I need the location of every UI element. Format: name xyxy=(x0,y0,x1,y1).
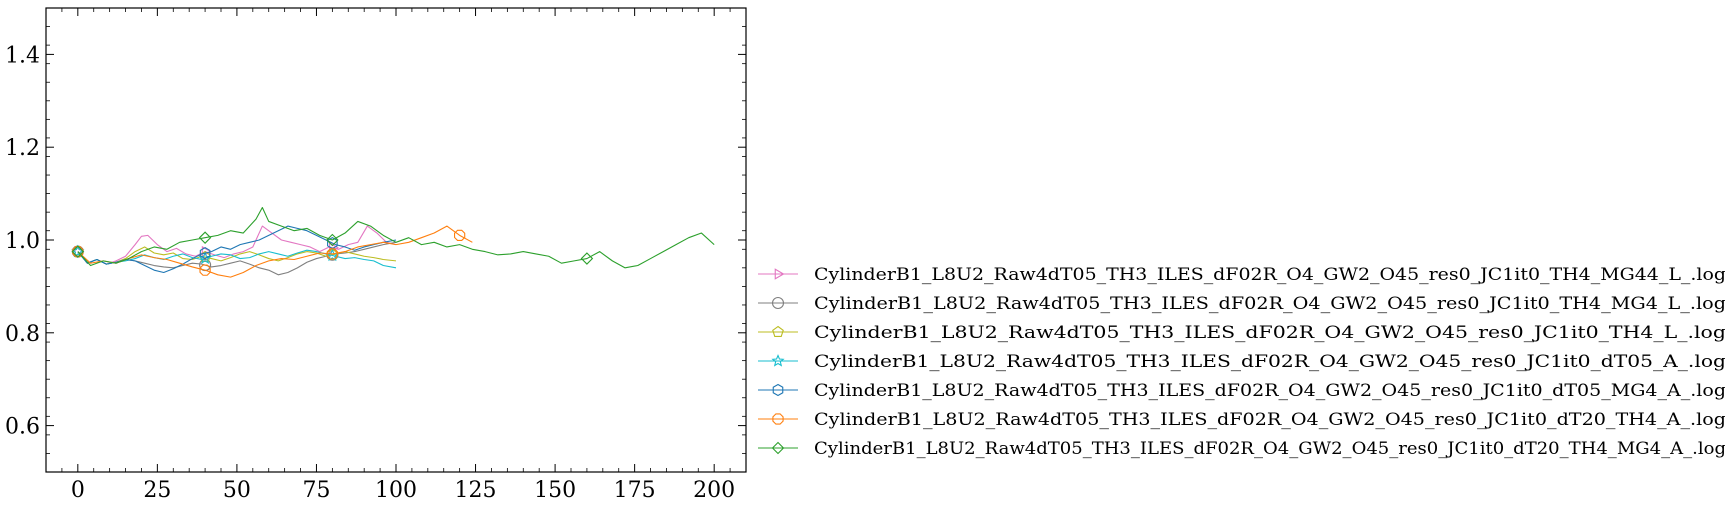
series-marker xyxy=(454,229,466,241)
series-line xyxy=(77,225,473,278)
y-tick-label: 1.4 xyxy=(5,43,40,68)
series-3 xyxy=(71,244,397,269)
x-tick-label: 150 xyxy=(534,478,576,503)
y-tick-label: 0.8 xyxy=(5,322,40,347)
legend-entry: CylinderB1_L8U2_Raw4dT05_TH3_ILES_dF02R_… xyxy=(758,352,1725,372)
series-marker xyxy=(198,231,212,244)
legend-swatch-marker xyxy=(771,354,785,367)
x-tick-label: 50 xyxy=(223,478,251,503)
x-tick-label: 75 xyxy=(302,478,330,503)
legend-entry: CylinderB1_L8U2_Raw4dT05_TH3_ILES_dF02R_… xyxy=(758,410,1725,430)
legend-label: CylinderB1_L8U2_Raw4dT05_TH3_ILES_dF02R_… xyxy=(814,294,1725,314)
series-marker xyxy=(326,248,338,260)
x-tick-label: 25 xyxy=(143,478,171,503)
series-line xyxy=(77,225,397,265)
series-5 xyxy=(72,225,473,278)
series-line xyxy=(77,225,397,274)
series-marker xyxy=(201,245,212,258)
legend-label: CylinderB1_L8U2_Raw4dT05_TH3_ILES_dF02R_… xyxy=(814,323,1725,343)
legend: CylinderB1_L8U2_Raw4dT05_TH3_ILES_dF02R_… xyxy=(758,265,1725,459)
legend-swatch-marker xyxy=(774,268,785,280)
y-tick-label: 1.0 xyxy=(5,229,40,254)
legend-entry: CylinderB1_L8U2_Raw4dT05_TH3_ILES_dF02R_… xyxy=(758,439,1725,459)
y-tick-label: 0.6 xyxy=(5,415,40,440)
x-tick-label: 125 xyxy=(455,478,497,503)
x-tick-label: 0 xyxy=(71,478,85,503)
legend-swatch-marker xyxy=(771,296,785,310)
series-marker xyxy=(199,247,211,260)
series-marker xyxy=(326,233,339,247)
x-tick-label: 175 xyxy=(614,478,656,503)
legend-swatch-marker xyxy=(771,441,785,455)
y-tick-label: 1.2 xyxy=(5,136,40,161)
legend-entry: CylinderB1_L8U2_Raw4dT05_TH3_ILES_dF02R_… xyxy=(758,265,1725,285)
legend-entry: CylinderB1_L8U2_Raw4dT05_TH3_ILES_dF02R_… xyxy=(758,294,1725,314)
series-6 xyxy=(71,206,715,269)
legend-swatch-marker xyxy=(772,413,784,425)
legend-label: CylinderB1_L8U2_Raw4dT05_TH3_ILES_dF02R_… xyxy=(814,410,1725,430)
legend-entry: CylinderB1_L8U2_Raw4dT05_TH3_ILES_dF02R_… xyxy=(758,323,1725,343)
series-4 xyxy=(72,225,397,274)
series-marker xyxy=(71,245,85,258)
series-layer xyxy=(71,206,715,278)
series-line xyxy=(77,206,715,269)
series-marker xyxy=(199,264,211,276)
legend-entry: CylinderB1_L8U2_Raw4dT05_TH3_ILES_dF02R_… xyxy=(758,381,1725,401)
x-tick-label: 200 xyxy=(693,478,735,503)
legend-swatch-marker xyxy=(772,325,784,338)
legend-swatch-marker xyxy=(772,383,784,397)
legend-label: CylinderB1_L8U2_Raw4dT05_TH3_ILES_dF02R_… xyxy=(814,265,1725,285)
legend-label: CylinderB1_L8U2_Raw4dT05_TH3_ILES_dF02R_… xyxy=(814,352,1725,372)
legend-label: CylinderB1_L8U2_Raw4dT05_TH3_ILES_dF02R_… xyxy=(814,439,1725,459)
legend-label: CylinderB1_L8U2_Raw4dT05_TH3_ILES_dF02R_… xyxy=(814,381,1725,401)
axis-layer: 0 25 50 75 100 125 150 175 200 0.6 0.8 1.0 1.2 1.4 xyxy=(5,7,747,503)
series-marker xyxy=(580,252,594,265)
x-tick-label: 100 xyxy=(375,478,417,503)
